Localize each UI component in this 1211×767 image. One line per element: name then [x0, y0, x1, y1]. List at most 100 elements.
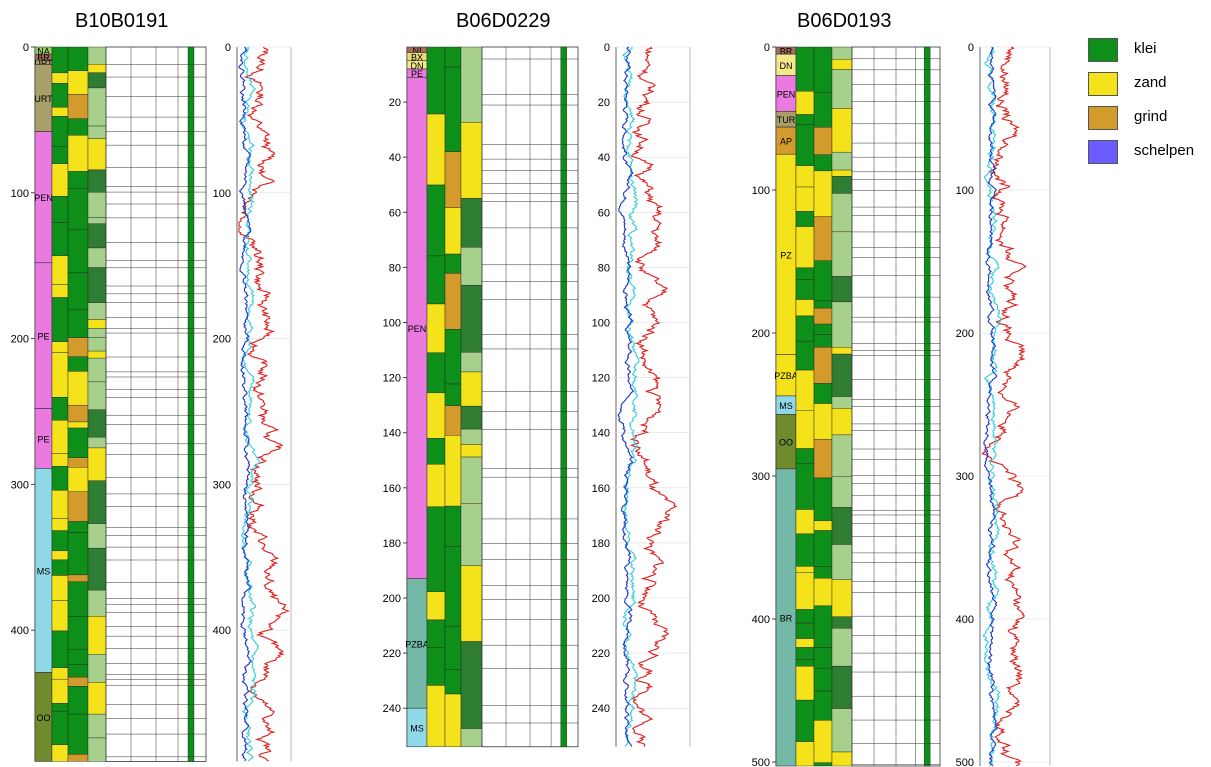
unit-label: TUR	[777, 115, 796, 125]
unit-label: NI	[413, 46, 422, 56]
litho-layer	[795, 340, 815, 371]
litho-layer	[67, 457, 89, 468]
litho-layer	[813, 439, 833, 479]
borehole-3: 0 100 200 300 400 500 BR DN PEN TUR AP PZ PZBA MS OO BR…	[752, 42, 1051, 767]
litho-layer	[426, 591, 446, 621]
litho-layer	[813, 307, 833, 325]
litho-layer	[87, 447, 107, 481]
litho-layer	[87, 138, 107, 171]
litho-layer	[444, 66, 462, 153]
legend-label-zand: zand	[1134, 74, 1167, 91]
litho-layer	[831, 751, 853, 767]
litho-layer	[813, 260, 833, 302]
litho-layer	[87, 616, 107, 655]
litho-layer	[444, 151, 462, 209]
legend-swatch-zand	[1088, 72, 1118, 96]
litho-layer	[67, 491, 89, 522]
litho-layer	[813, 383, 833, 404]
litho-layer	[831, 396, 853, 409]
litho-layer	[87, 409, 107, 438]
litho-layer	[795, 699, 815, 742]
litho-layer	[87, 302, 107, 320]
borehole-title-3: B06D0193	[797, 10, 892, 32]
litho-layer	[831, 301, 853, 348]
litho-layer	[444, 435, 462, 507]
log-tick-label: 60	[598, 207, 610, 219]
litho-layer	[67, 94, 89, 119]
litho-layer	[813, 154, 833, 172]
depth-tick-label: 200	[752, 328, 770, 340]
depth-tick-label: 120	[383, 373, 401, 385]
litho-layer	[87, 337, 107, 352]
litho-layer	[67, 467, 89, 492]
litho-layer	[87, 737, 107, 762]
litho-layer	[51, 550, 69, 561]
litho-layer	[87, 523, 107, 549]
litho-layer	[51, 710, 69, 745]
unit-label: PEN	[34, 193, 53, 203]
litho-layer	[87, 480, 107, 524]
litho-layer	[51, 490, 69, 519]
litho-layer	[795, 463, 815, 510]
litho-layer	[831, 46, 853, 60]
litho-layer	[831, 176, 853, 194]
litho-layer	[51, 222, 69, 257]
litho-layer	[87, 357, 107, 383]
litho-layer	[67, 356, 89, 372]
litho-layer	[795, 369, 815, 411]
litho-layer	[813, 216, 833, 262]
log-tick-label: 300	[956, 471, 974, 483]
unit-label: PZBA	[405, 639, 429, 649]
litho-layer	[67, 713, 89, 755]
litho-layer	[67, 188, 89, 230]
litho-layer	[87, 72, 107, 89]
litho-layer	[813, 300, 833, 309]
borehole-2: 20406080100120140160180200220240NIBXDNPE…	[383, 42, 691, 748]
log-tick-label: 100	[213, 188, 231, 200]
litho-layer	[51, 466, 69, 491]
log-curve	[982, 46, 1002, 766]
litho-layer	[426, 113, 446, 186]
litho-layer	[87, 589, 107, 617]
depth-tick-label: 100	[752, 185, 770, 197]
litho-layer	[831, 108, 853, 153]
unit-label: AP	[780, 137, 792, 147]
litho-layer	[831, 408, 853, 436]
litho-layer	[831, 151, 853, 171]
unit-label: PEN	[408, 324, 427, 334]
litho-layer	[795, 665, 815, 701]
litho-layer	[67, 521, 89, 533]
litho-layer	[87, 436, 107, 449]
log-tick-label: 0	[968, 42, 974, 54]
litho-layer	[831, 169, 853, 177]
litho-layer	[460, 371, 483, 407]
litho-layer	[87, 713, 107, 739]
litho-layer	[87, 267, 107, 303]
litho-layer	[87, 191, 107, 218]
litho-layer	[87, 223, 107, 249]
legend-swatch-schelpen	[1088, 140, 1118, 164]
litho-layer	[813, 477, 833, 522]
log-tick-label: 100	[956, 185, 974, 197]
litho-layer	[813, 334, 833, 348]
litho-layer	[426, 685, 446, 747]
litho-layer	[795, 186, 815, 212]
litho-layer	[87, 64, 107, 73]
litho-layer	[67, 70, 89, 95]
litho-layer	[813, 578, 833, 607]
litho-layer	[87, 381, 107, 410]
litho-layer	[426, 464, 446, 508]
litho-layer	[813, 530, 833, 567]
litho-layer	[813, 647, 833, 669]
litho-layer	[444, 405, 462, 436]
log-tick-label: 180	[592, 538, 610, 550]
litho-layer	[795, 448, 815, 465]
litho-layer	[460, 198, 483, 248]
litho-layer	[51, 600, 69, 632]
litho-layer	[813, 762, 833, 767]
litho-layer	[460, 444, 483, 458]
litho-layer	[813, 605, 833, 648]
litho-layer	[795, 533, 815, 567]
litho-layer	[51, 297, 69, 342]
